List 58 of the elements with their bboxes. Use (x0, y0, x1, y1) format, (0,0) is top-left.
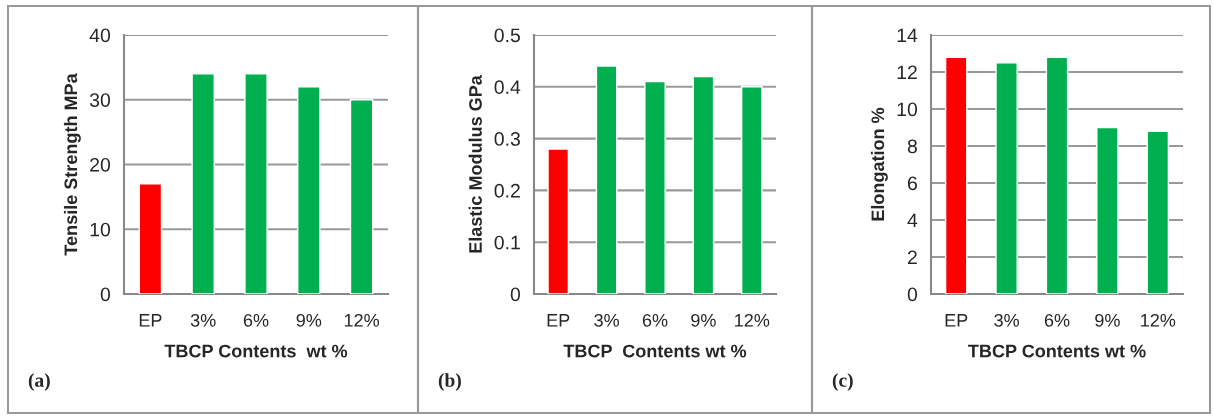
y-tick-label: 0.1 (494, 235, 520, 250)
y-tick-label: 14 (897, 28, 918, 43)
y-tick-label: 6 (907, 176, 917, 191)
x-tick-label: 9% (1095, 313, 1120, 327)
bar (138, 183, 163, 294)
x-tick-label: 6% (642, 313, 668, 327)
y-tick-label: 2 (907, 250, 917, 265)
y-tick-label: 0.5 (494, 28, 520, 43)
x-axis-title: TBCP Contents wt % (563, 344, 747, 358)
y-axis-title: Tensile Strength MPa (63, 73, 81, 256)
x-tick-label: 6% (1044, 313, 1070, 327)
x-tick-label: 9% (296, 313, 322, 327)
x-tick-label: 12% (735, 313, 770, 327)
x-axis-title: TBCP Contents wt % (164, 344, 348, 358)
x-tick-label: EP (945, 314, 968, 327)
y-tick-label: 0.4 (494, 80, 521, 95)
x-tick-label: 12% (344, 313, 380, 327)
text: (a) (28, 373, 50, 391)
bar (692, 75, 715, 294)
y-tick-label: 0 (907, 287, 918, 302)
bar (644, 80, 666, 294)
y-tick-label: 40 (89, 28, 111, 43)
x-tick-label: 3% (994, 313, 1020, 327)
y-tick-label: 20 (90, 157, 111, 172)
bar (1045, 56, 1069, 294)
bar (740, 86, 763, 294)
y-tick-label: 30 (89, 93, 111, 107)
text: (c) (832, 373, 853, 391)
y-tick-label: 0 (510, 287, 521, 302)
bar (244, 73, 268, 294)
y-tick-label: 10 (90, 222, 111, 237)
x-tick-label: EP (547, 314, 570, 327)
y-tick-label: 8 (907, 139, 917, 154)
bar (191, 73, 215, 294)
y-tick-label: 4 (907, 213, 918, 228)
bar (944, 56, 968, 294)
bar (995, 62, 1018, 294)
y-tick-label: 0 (100, 287, 111, 302)
y-tick-label: 0.2 (494, 183, 520, 198)
y-tick-label: 12 (897, 65, 917, 80)
x-tick-label: 3% (190, 313, 216, 327)
y-axis-title: Elongation % (870, 107, 888, 221)
bar (1096, 126, 1119, 294)
bar (297, 86, 321, 294)
bar (595, 65, 618, 294)
y-tick-label: 10 (897, 102, 918, 117)
y-axis-title: Elastic Modulus GPa (468, 75, 482, 253)
y-tick-label: 0.3 (494, 132, 520, 146)
x-tick-label: 12% (1141, 313, 1176, 327)
text: (b) (438, 373, 461, 391)
bar (349, 99, 374, 294)
bar (1146, 130, 1170, 294)
bar (547, 148, 570, 294)
x-tick-label: 6% (243, 313, 269, 327)
x-axis-title: TBCP Contents wt % (968, 344, 1146, 358)
x-tick-label: 3% (594, 313, 620, 327)
x-tick-label: EP (139, 314, 162, 327)
x-tick-label: 9% (691, 313, 716, 327)
